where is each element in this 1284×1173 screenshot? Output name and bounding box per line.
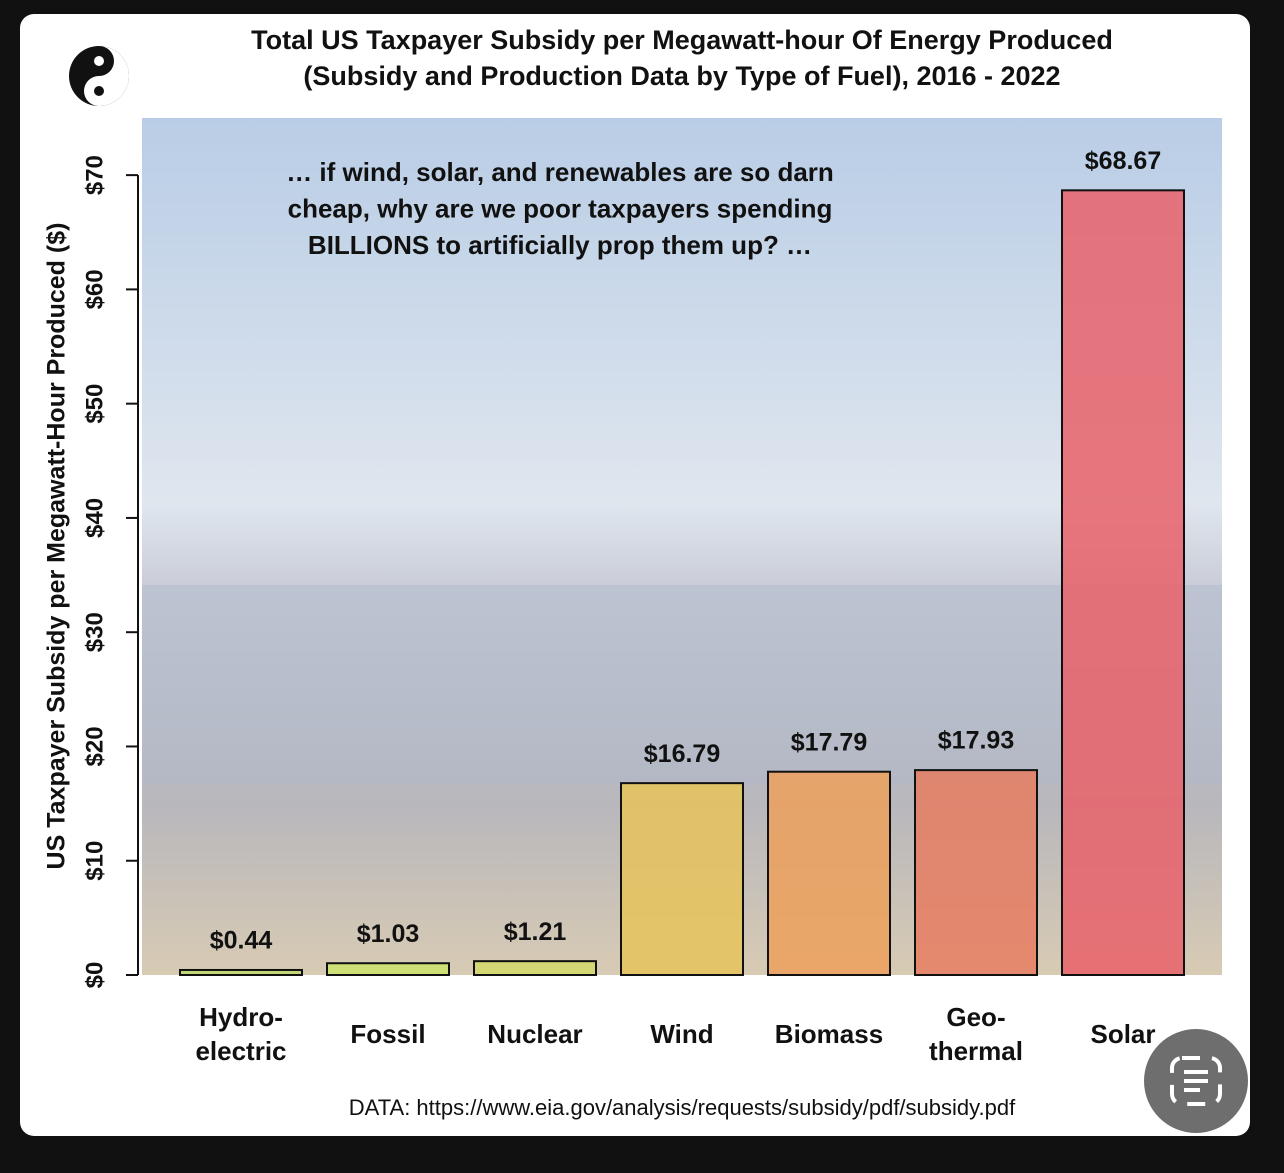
value-label: $1.03	[357, 920, 420, 948]
bar	[473, 960, 597, 976]
x-tick-label: Hydro-electric	[195, 1002, 286, 1066]
y-tick-label: $50	[81, 384, 108, 424]
chart-title: Total US Taxpayer Subsidy per Megawatt-h…	[251, 25, 1113, 55]
value-label: $1.21	[504, 918, 567, 946]
y-tick-label: $0	[81, 962, 108, 989]
x-tick-label: Geo-thermal	[929, 1002, 1023, 1066]
value-label: $17.79	[791, 728, 867, 756]
value-label: $0.44	[210, 927, 273, 955]
value-label: $17.93	[938, 727, 1014, 755]
x-tick-label: Nuclear	[487, 1019, 582, 1049]
y-tick-label: $10	[81, 841, 108, 881]
y-tick-label: $70	[81, 155, 108, 195]
x-tick-label: Solar	[1090, 1019, 1155, 1049]
value-label: $68.67	[1085, 147, 1161, 175]
x-tick-label: Fossil	[350, 1019, 425, 1049]
y-tick-label: $20	[81, 726, 108, 766]
logo	[69, 46, 129, 106]
annotation: … if wind, solar, and renewables are so …	[286, 157, 834, 260]
solar-panels	[142, 585, 1222, 785]
scan-button[interactable]	[1144, 1029, 1248, 1133]
y-axis-label: US Taxpayer Subsidy per Megawatt-Hour Pr…	[43, 223, 71, 870]
y-tick-label: $40	[81, 498, 108, 538]
value-label: $16.79	[644, 740, 720, 768]
bar	[914, 769, 1038, 976]
y-tick-label: $60	[81, 269, 108, 309]
x-tick-label: Biomass	[775, 1019, 883, 1049]
chart-subtitle: (Subsidy and Production Data by Type of …	[303, 61, 1060, 91]
bar	[620, 782, 744, 976]
bar	[767, 770, 891, 976]
x-tick-label: Wind	[650, 1019, 713, 1049]
bar	[179, 968, 303, 977]
y-tick-label: $30	[81, 612, 108, 652]
bar	[326, 962, 450, 976]
bar	[1061, 189, 1185, 976]
source-note: DATA: https://www.eia.gov/analysis/reque…	[349, 1095, 1016, 1120]
